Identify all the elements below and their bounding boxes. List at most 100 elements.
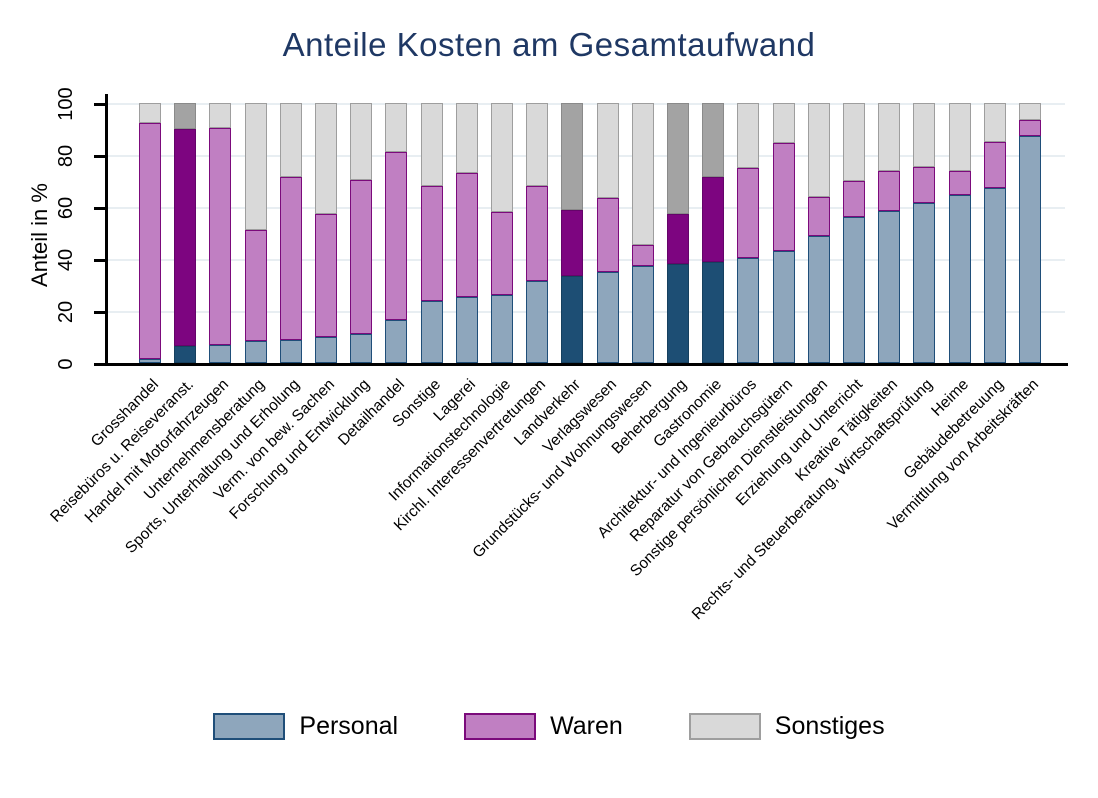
bar-segment-sonstiges [561, 103, 584, 210]
bar-segment-personal [1019, 135, 1041, 363]
bar-segment-waren [948, 170, 971, 196]
bar-segment-waren [667, 213, 689, 265]
bar-segment-waren [526, 186, 549, 282]
bar-segment-sonstiges [315, 103, 337, 214]
bar-segment-personal [315, 337, 337, 363]
bar-segment-sonstiges [350, 103, 373, 180]
bar-segment-waren [843, 181, 865, 218]
legend-item-waren: Waren [464, 712, 623, 741]
bar-segment-waren [702, 177, 725, 262]
y-axis-tick-label: 80 [55, 144, 77, 168]
y-axis-tick [94, 258, 105, 262]
bar-segment-sonstiges [843, 103, 865, 181]
bar-segment-sonstiges [279, 103, 302, 178]
bar-segment-personal [667, 264, 689, 363]
bar-segment-waren [772, 143, 795, 252]
bar-segment-waren [385, 152, 408, 321]
bar-segment-personal [983, 187, 1006, 363]
bar-segment-waren [913, 166, 936, 204]
bar-segment-sonstiges [631, 103, 654, 245]
y-axis-tick-label: 20 [55, 300, 77, 324]
bar-segment-personal [279, 339, 302, 363]
bar-segment-sonstiges [913, 103, 936, 167]
bar-segment-waren [139, 122, 161, 360]
y-axis-tick [94, 310, 105, 314]
bar-segment-waren [244, 230, 267, 341]
legend: Personal Waren Sonstiges [0, 712, 1098, 741]
bar-segment-sonstiges [596, 103, 619, 198]
legend-item-sonstiges: Sonstiges [688, 712, 885, 741]
bar-segment-sonstiges [174, 103, 197, 129]
y-axis-line [105, 94, 108, 366]
bar-segment-sonstiges [385, 103, 408, 153]
bar-segment-personal [631, 265, 654, 363]
bar-segment-waren [315, 213, 337, 337]
bar-segment-personal [596, 272, 619, 363]
bar-segment-personal [561, 275, 584, 363]
bar-segment-sonstiges [772, 103, 795, 144]
chart-title: Anteile Kosten am Gesamtaufwand [282, 26, 816, 63]
y-axis-tick-label: 100 [55, 87, 77, 121]
bar-segment-sonstiges [878, 103, 901, 171]
bar-segment-sonstiges [139, 103, 161, 123]
bar-segment-sonstiges [948, 103, 971, 171]
y-axis-title: Anteil in % [27, 183, 52, 287]
gridline [108, 155, 1065, 157]
y-axis-tick [94, 102, 105, 106]
bar-segment-sonstiges [807, 103, 830, 197]
bar-segment-sonstiges [526, 103, 549, 187]
bar-segment-personal [913, 203, 936, 363]
bar-segment-sonstiges [1019, 103, 1041, 120]
gridline [108, 207, 1065, 209]
bar-segment-personal [843, 217, 865, 363]
bar-segment-waren [878, 170, 901, 211]
bar-segment-waren [807, 196, 830, 236]
legend-label-waren: Waren [550, 712, 623, 740]
bar-segment-personal [807, 235, 830, 363]
bar-segment-waren [1019, 119, 1041, 136]
bar-segment-waren [455, 173, 478, 297]
bar-segment-waren [561, 209, 584, 276]
y-axis-tick-label: 60 [55, 196, 77, 220]
y-axis-tick [94, 206, 105, 210]
bar-segment-personal [385, 320, 408, 363]
gridline [108, 103, 1065, 105]
legend-label-personal: Personal [299, 712, 399, 740]
legend-swatch-sonstiges [688, 713, 761, 740]
bar-segment-personal [737, 257, 760, 363]
bar-segment-waren [737, 168, 760, 258]
bar-segment-personal [174, 346, 197, 363]
bar-segment-personal [878, 210, 901, 363]
bar-segment-waren [279, 177, 302, 340]
bar-segment-sonstiges [455, 103, 478, 174]
bar-segment-waren [983, 142, 1006, 188]
legend-swatch-personal [213, 713, 286, 740]
y-axis-tick-label: 0 [55, 358, 77, 370]
bar-segment-sonstiges [244, 103, 267, 231]
legend-label-sonstiges: Sonstiges [774, 712, 885, 740]
y-axis-tick [94, 154, 105, 158]
legend-item-personal: Personal [213, 712, 398, 741]
bar-segment-personal [948, 195, 971, 363]
bar-segment-waren [631, 244, 654, 266]
bar-segment-sonstiges [702, 103, 725, 178]
bar-segment-waren [420, 186, 443, 301]
bar-segment-personal [526, 281, 549, 363]
bar-segment-waren [491, 212, 513, 296]
bar-segment-personal [455, 296, 478, 363]
bar-segment-personal [209, 344, 232, 363]
bar-segment-personal [702, 261, 725, 363]
bar-segment-personal [772, 251, 795, 363]
y-axis-tick [94, 362, 105, 366]
bar-segment-waren [350, 179, 373, 335]
bar-segment-personal [420, 300, 443, 363]
gridline [108, 311, 1065, 313]
gridline [108, 259, 1065, 261]
bar-segment-sonstiges [420, 103, 443, 187]
bar-segment-personal [491, 295, 513, 363]
bar-segment-sonstiges [983, 103, 1006, 142]
bar-segment-sonstiges [491, 103, 513, 213]
bar-segment-personal [139, 359, 161, 363]
y-axis-tick-label: 40 [55, 248, 77, 272]
plot-area: Anteil in % 0 20 40 60 80 100 Grosshandel Reise… [27, 87, 1068, 623]
